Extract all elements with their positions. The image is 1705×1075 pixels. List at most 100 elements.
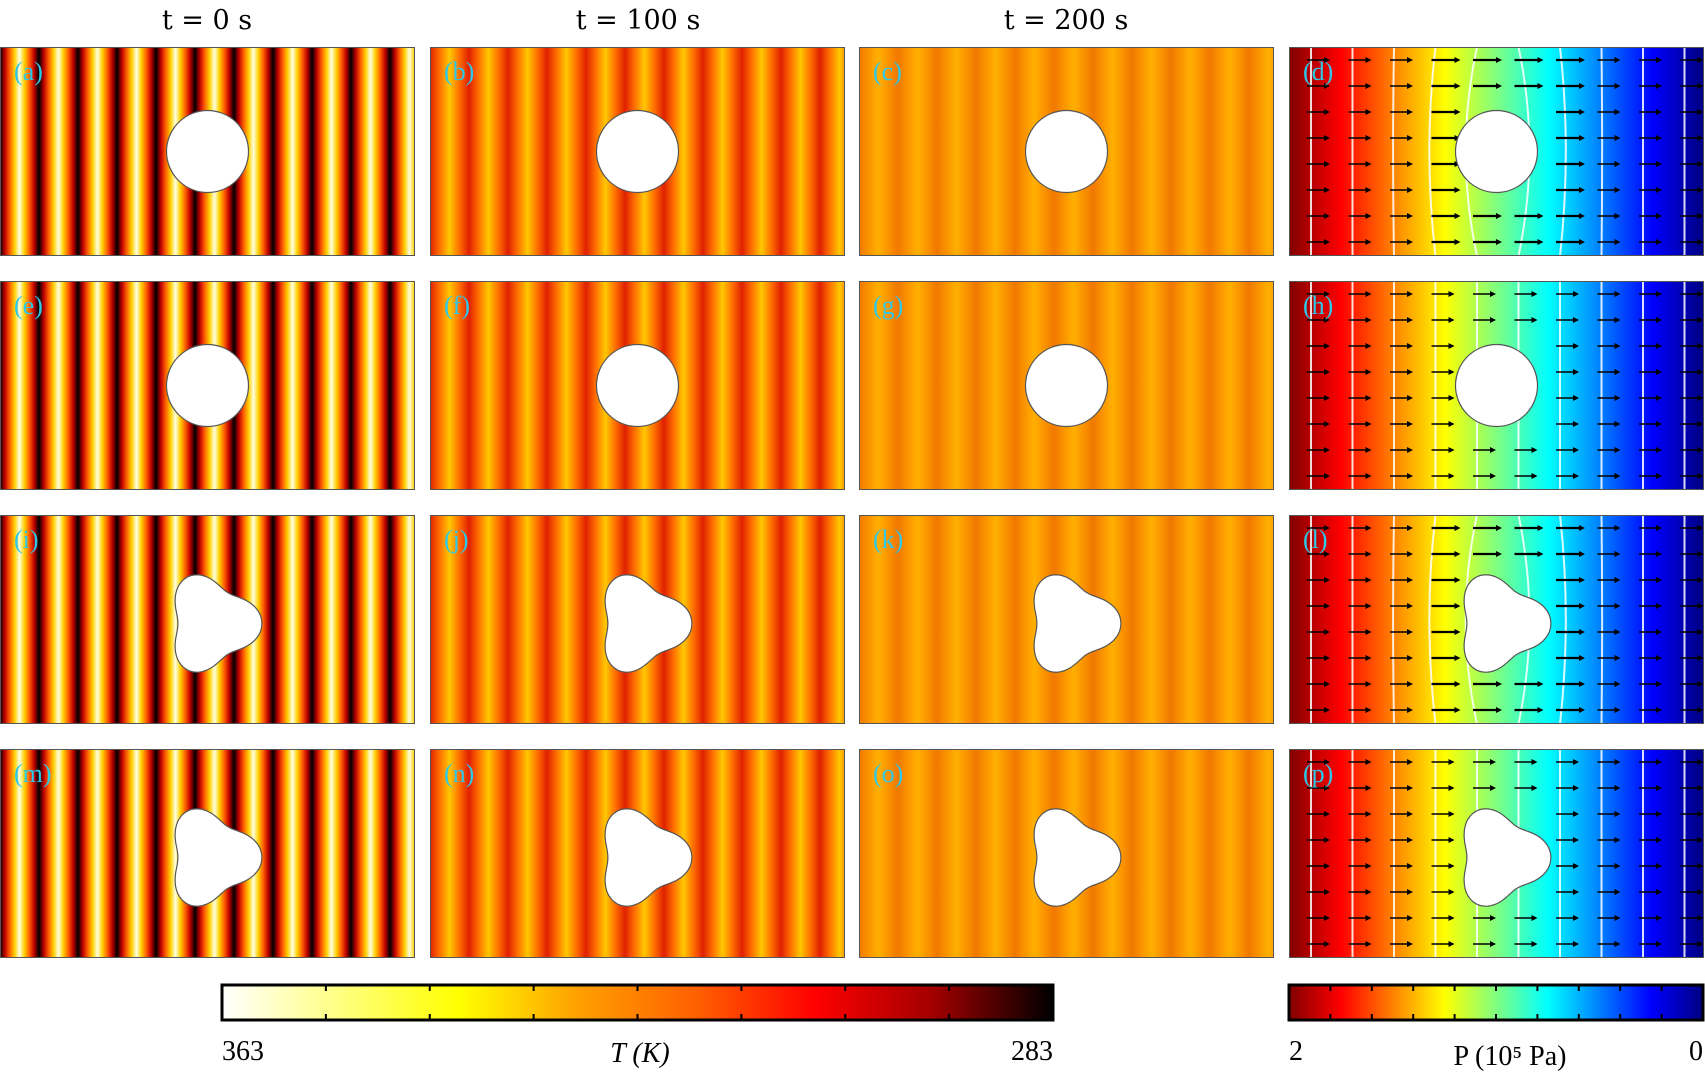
trefoil-obstacle (1033, 574, 1122, 673)
velocity-arrow-head (1324, 889, 1330, 895)
isobar-line (1392, 47, 1395, 256)
velocity-arrow-head (1448, 369, 1455, 375)
velocity-arrow-head (1656, 525, 1662, 531)
velocity-arrow-head (1324, 213, 1330, 219)
velocity-arrow-head (1531, 915, 1538, 921)
panel-label: (k) (873, 525, 903, 554)
velocity-arrow-head (1537, 83, 1544, 89)
velocity-arrow-head (1531, 759, 1538, 765)
velocity-arrow-head (1324, 525, 1330, 531)
velocity-arrow-head (1573, 785, 1579, 791)
velocity-arrow-head (1579, 525, 1585, 531)
velocity-arrow-head (1324, 239, 1330, 245)
velocity-arrow-head (1407, 759, 1413, 765)
velocity-arrow-head (1537, 525, 1544, 531)
velocity-arrow-head (1407, 837, 1413, 843)
panel-label: (m) (14, 759, 52, 788)
velocity-arrow-head (1407, 109, 1413, 115)
velocity-arrow-head (1614, 421, 1621, 427)
velocity-arrow-head (1407, 343, 1413, 349)
panel-a: (a) (0, 47, 415, 256)
velocity-arrow-head (1614, 681, 1621, 687)
velocity-arrow-head (1614, 889, 1621, 895)
velocity-arrow-head (1365, 83, 1372, 89)
circular-obstacle (595, 109, 680, 194)
velocity-arrow-head (1365, 837, 1372, 843)
velocity-arrow-head (1614, 161, 1621, 167)
velocity-arrow-head (1454, 629, 1461, 635)
panel-border (859, 47, 1274, 256)
velocity-arrow-head (1324, 395, 1330, 401)
velocity-arrow-head (1656, 941, 1662, 947)
velocity-arrow-head (1656, 57, 1662, 63)
velocity-arrow-head (1614, 83, 1621, 89)
velocity-arrow-head (1656, 655, 1662, 661)
panel-f: (f) (430, 281, 845, 490)
velocity-arrow-head (1579, 213, 1585, 219)
velocity-arrow-head (1454, 681, 1461, 687)
velocity-arrow-head (1407, 915, 1413, 921)
velocity-arrow-head (1407, 681, 1413, 687)
velocity-arrow-head (1697, 837, 1704, 843)
velocity-arrow-head (1365, 135, 1372, 141)
velocity-arrow-head (1697, 239, 1704, 245)
velocity-arrow-head (1448, 811, 1455, 817)
velocity-arrow-head (1656, 629, 1662, 635)
velocity-arrow-head (1614, 863, 1621, 869)
velocity-arrow-head (1365, 213, 1372, 219)
velocity-arrow-head (1365, 473, 1372, 479)
velocity-arrow-head (1614, 343, 1621, 349)
velocity-arrow-head (1324, 863, 1330, 869)
velocity-arrow-head (1407, 395, 1413, 401)
isobar-line (1600, 515, 1604, 724)
velocity-arrow-head (1697, 447, 1704, 453)
velocity-arrow-head (1579, 135, 1585, 141)
velocity-arrow-head (1407, 941, 1413, 947)
velocity-arrow-head (1407, 291, 1413, 297)
velocity-arrow-head (1697, 343, 1704, 349)
velocity-arrow-head (1656, 837, 1662, 843)
pressure-axis-label: P (10⁵ Pa) (1454, 1041, 1567, 1072)
velocity-arrow-head (1407, 525, 1413, 531)
velocity-arrow-head (1448, 473, 1455, 479)
velocity-arrow-head (1656, 707, 1662, 713)
velocity-arrow-head (1407, 655, 1413, 661)
velocity-arrow-head (1614, 603, 1621, 609)
velocity-arrow-head (1697, 551, 1704, 557)
circular-obstacle (1454, 343, 1539, 428)
panel-label: (j) (444, 525, 469, 554)
velocity-arrow-head (1614, 629, 1621, 635)
velocity-arrow-head (1365, 655, 1372, 661)
velocity-arrow-head (1697, 473, 1704, 479)
temperature-min-label: 363 (222, 1036, 264, 1067)
panel-label: (c) (873, 57, 902, 86)
velocity-arrow-head (1697, 421, 1704, 427)
panel-j: (j) (430, 515, 845, 724)
velocity-arrow-head (1365, 941, 1372, 947)
velocity-arrow-head (1656, 811, 1662, 817)
velocity-arrow-head (1324, 473, 1330, 479)
velocity-arrow-head (1537, 213, 1544, 219)
velocity-arrow-head (1697, 161, 1704, 167)
velocity-arrow-head (1496, 213, 1502, 219)
velocity-arrow-head (1656, 421, 1662, 427)
velocity-arrow-head (1579, 161, 1585, 167)
velocity-arrow-head (1448, 343, 1455, 349)
velocity-arrow-head (1614, 57, 1621, 63)
velocity-arrow-head (1490, 291, 1496, 297)
velocity-arrow-head (1614, 941, 1621, 947)
velocity-arrow-head (1537, 681, 1544, 687)
panel-label: (f) (444, 291, 470, 320)
velocity-arrow-head (1448, 863, 1455, 869)
velocity-arrow-head (1656, 83, 1662, 89)
velocity-arrow-head (1656, 863, 1662, 869)
velocity-arrow-head (1697, 941, 1704, 947)
panel-border (0, 749, 415, 958)
panel-border (859, 515, 1274, 724)
panel-h: (h) (1289, 281, 1704, 490)
velocity-arrow-head (1365, 915, 1372, 921)
velocity-arrow-head (1365, 57, 1372, 63)
velocity-arrow-head (1448, 421, 1455, 427)
velocity-arrow-head (1614, 915, 1621, 921)
velocity-arrow-head (1537, 239, 1544, 245)
